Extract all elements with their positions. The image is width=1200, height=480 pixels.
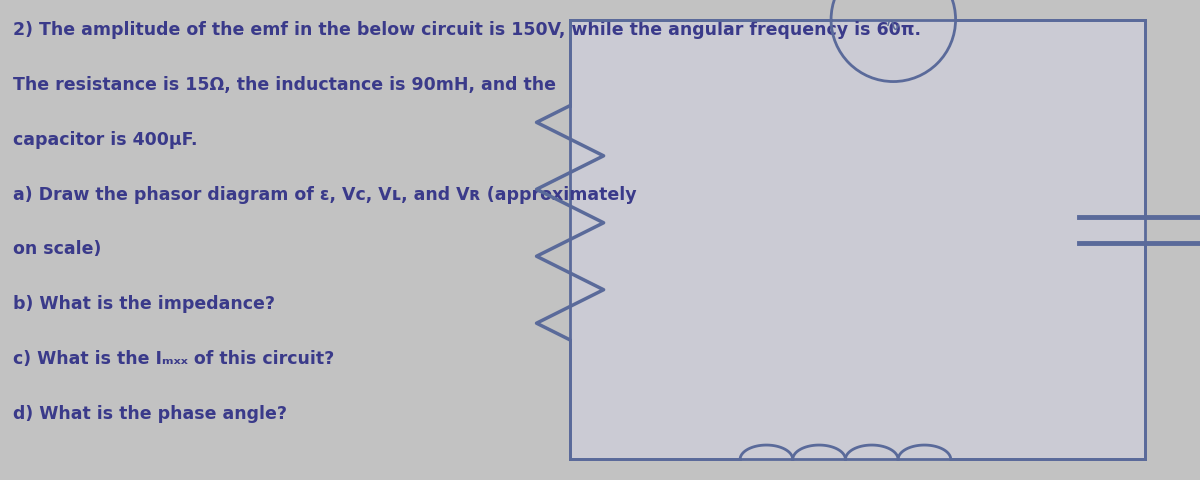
Text: b) What is the impedance?: b) What is the impedance? [13, 295, 275, 313]
Text: on scale): on scale) [13, 240, 102, 258]
Text: capacitor is 400μF.: capacitor is 400μF. [13, 130, 198, 148]
Text: ∿: ∿ [886, 16, 901, 35]
Text: c) What is the Iₘₓₓ of this circuit?: c) What is the Iₘₓₓ of this circuit? [13, 350, 335, 368]
Text: d) What is the phase angle?: d) What is the phase angle? [13, 405, 287, 422]
Text: The resistance is 15Ω, the inductance is 90mH, and the: The resistance is 15Ω, the inductance is… [13, 75, 557, 93]
Text: 2) The amplitude of the emf in the below circuit is 150V, while the angular freq: 2) The amplitude of the emf in the below… [13, 21, 922, 38]
Polygon shape [570, 21, 1145, 459]
Text: a) Draw the phasor diagram of ε, Vᴄ, Vʟ, and Vʀ (approximately: a) Draw the phasor diagram of ε, Vᴄ, Vʟ,… [13, 185, 637, 203]
